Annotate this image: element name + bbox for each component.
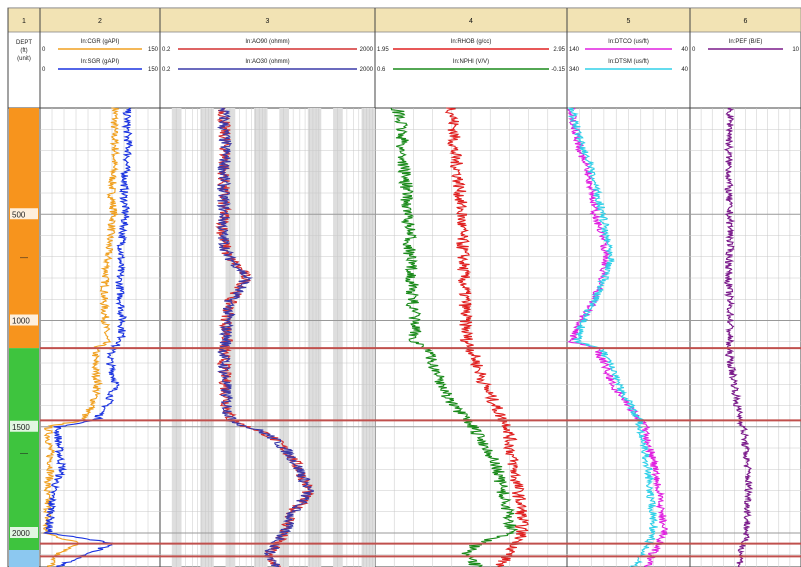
scale-max: 150 [148,67,159,73]
resistivity-shading [279,108,289,567]
track-number: 2 [98,18,102,25]
curve-name: In:CGR (gAPI) [81,39,120,45]
track-number: 5 [627,18,631,25]
track-number: 6 [744,18,748,25]
zone-mark: — [20,253,28,262]
zone-strip [9,348,39,550]
curve-4-0 [444,107,530,567]
depth-label-bg [10,208,38,220]
scale-min: 0.2 [162,67,171,73]
depth-label: 500 [12,210,26,219]
scale-max: 2000 [360,47,374,53]
curve-name: In:NPHI (V/V) [453,59,489,65]
resistivity-shading [225,108,236,567]
scale-min: 0 [42,67,46,73]
scale-min: 140 [569,47,580,53]
curve-name: In:PEF (B/E) [729,39,763,45]
scale-max: 40 [681,67,688,73]
depth-label: 1000 [12,317,30,326]
curve-2-0 [41,107,121,567]
curve-2-1 [42,107,134,567]
scale-min: 0 [42,47,46,53]
depth-header: (ft) [20,48,27,54]
depth-label-bg [10,527,38,538]
resistivity-shading [200,108,214,567]
resistivity-shading [361,108,375,567]
curve-name: In:RHOB (g/cc) [451,39,492,45]
resistivity-shading [307,108,322,567]
track-number: 1 [22,18,26,25]
scale-min: 0.6 [377,67,386,73]
depth-label-bg [10,314,38,326]
curve-3-1 [216,107,314,567]
resistivity-shading [333,108,343,567]
scale-max: 2000 [360,67,374,73]
zone-strip [9,550,39,567]
scale-max: 150 [148,47,159,53]
depth-label-bg [10,420,38,432]
scale-max: 2.95 [553,47,565,53]
curve-name: In:AO30 (ohmm) [245,59,289,65]
curve-name: In:AO90 (ohmm) [245,39,289,45]
depth-label: 1500 [12,423,30,432]
track-number-band [7,7,801,33]
scale-min: 0 [692,47,696,53]
depth-label: 2000 [12,529,30,538]
curve-name: In:SGR (gAPI) [81,59,119,65]
curve-6-0 [723,107,754,567]
resistivity-shading [171,108,182,567]
zone-strip [9,108,39,349]
curve-name: In:DTSM (us/ft) [608,59,649,65]
depth-header: (unit) [17,56,31,62]
track-number: 4 [469,18,473,25]
depth-header: DEPT [16,40,32,46]
zone-mark: — [20,448,28,457]
curve-5-1 [567,107,658,567]
curve-5-0 [566,107,668,567]
log-frame [7,7,801,567]
scale-max: 40 [681,47,688,53]
scale-min: 340 [569,67,580,73]
curve-name: In:DTCO (us/ft) [608,39,649,45]
curve-4-1 [390,107,519,567]
track-number: 3 [266,18,270,25]
scale-max: -0.15 [551,67,565,73]
scale-min: 0.2 [162,47,171,53]
scale-max: 10 [792,47,799,53]
scale-min: 1.95 [377,47,389,53]
resistivity-shading [254,108,268,567]
